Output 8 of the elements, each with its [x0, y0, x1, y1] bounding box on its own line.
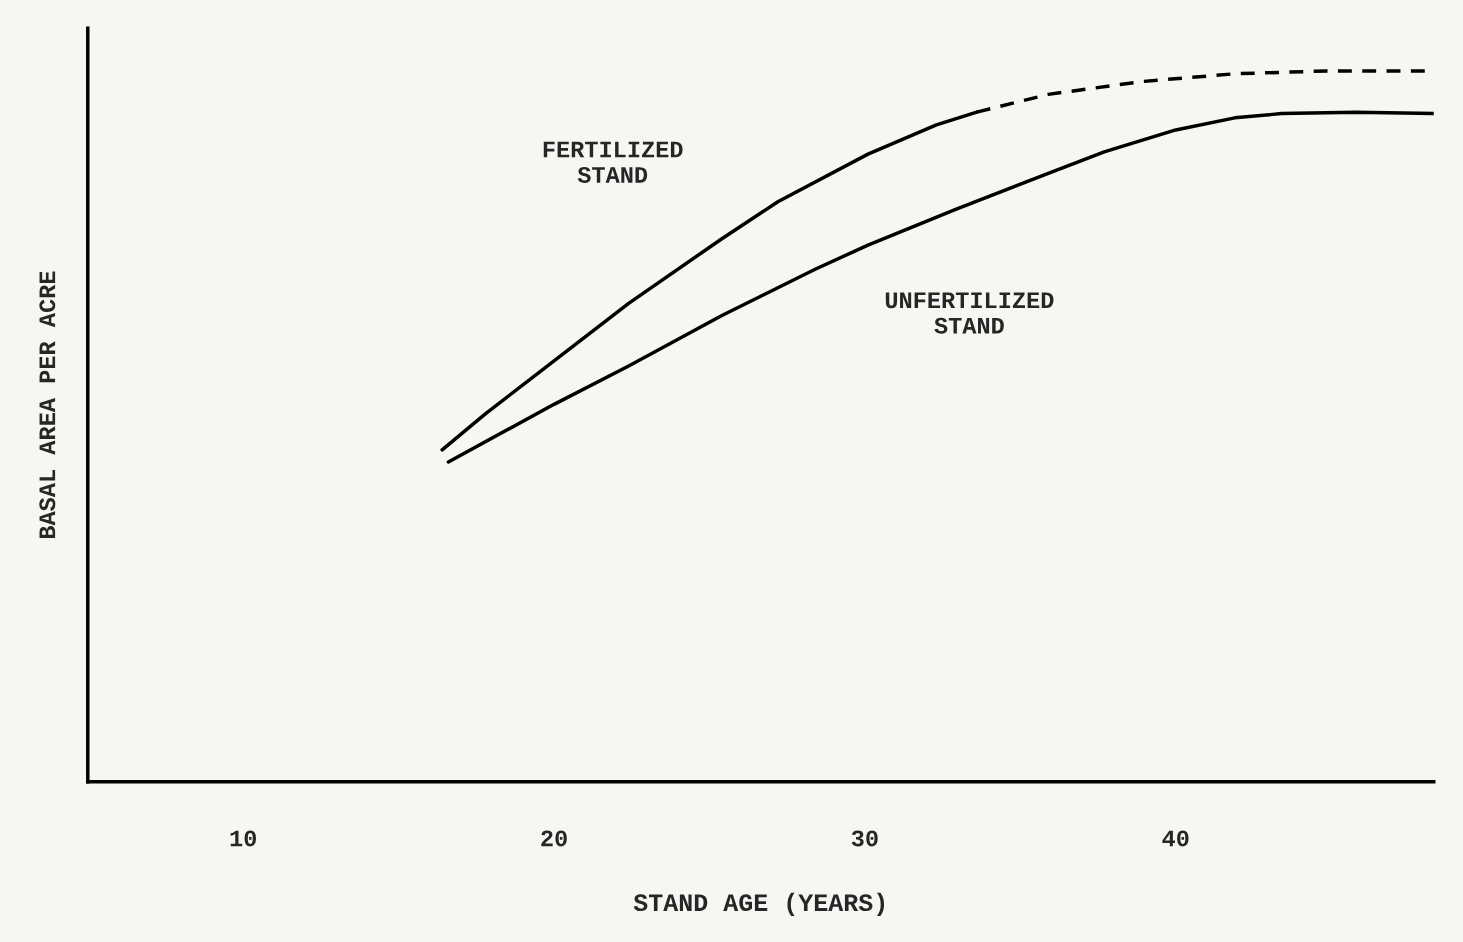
x-tick-label: 20	[541, 830, 567, 847]
x-tick-label: 30	[851, 830, 878, 847]
y-axis-title: BASAL AREA PER ACRE	[39, 271, 56, 539]
x-tick-label: 40	[1162, 830, 1189, 847]
x-axis-title: STAND AGE (YEARS)	[633, 892, 885, 917]
x-tick-label: 10	[230, 830, 257, 847]
annotation: FERTILIZED STAND	[543, 141, 683, 183]
annotation: UNFERTILIZED STAND	[885, 292, 1054, 334]
